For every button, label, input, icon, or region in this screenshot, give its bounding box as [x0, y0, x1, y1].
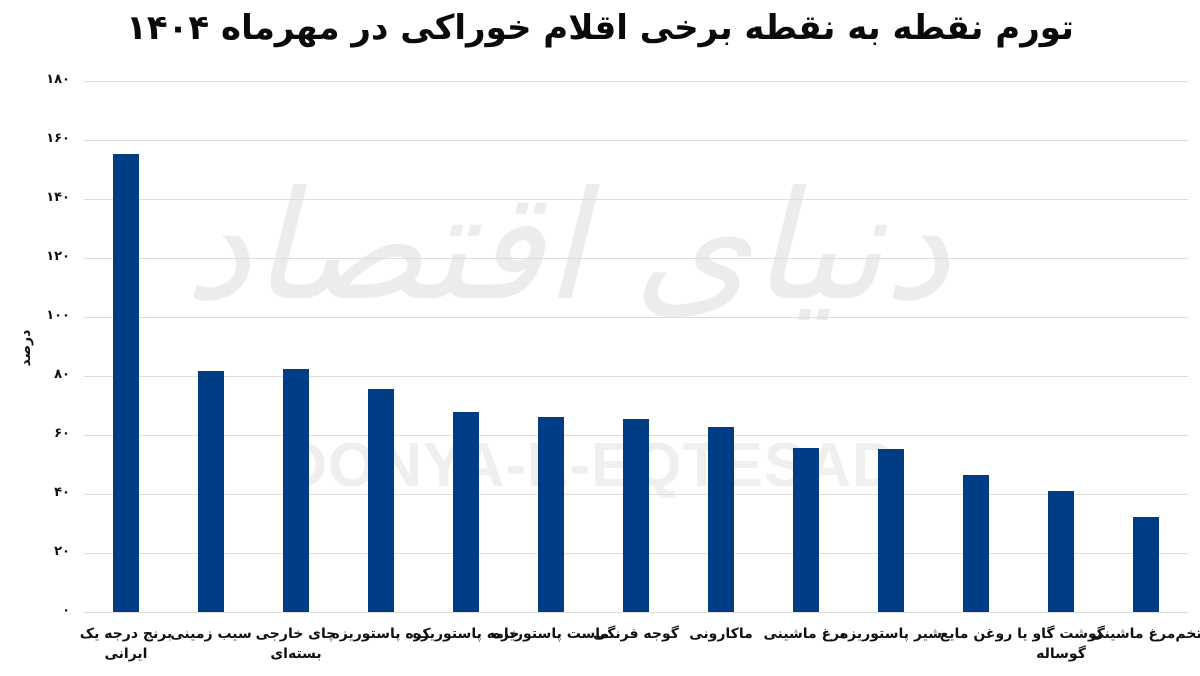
y-tick-label: ۱۴۰ [46, 190, 70, 205]
chart-title: تورم نقطه به نقطه برخی اقلام خوراکی در م… [126, 8, 1074, 48]
y-tick-label: ۴۰ [54, 485, 70, 500]
bar [963, 474, 989, 612]
bar [1048, 490, 1074, 612]
y-tick-label: ۱۶۰ [46, 131, 70, 146]
x-tick-label: چای خارجی بسته‌ای [255, 626, 337, 662]
y-tick-label: ۶۰ [54, 426, 70, 441]
gridline [84, 612, 1188, 613]
x-tick-label: شیر پاستوریزه [839, 626, 943, 642]
gridline [84, 258, 1188, 259]
bar [283, 368, 309, 612]
watermark-persian: دنیای اقتصاد [184, 160, 950, 334]
bar [793, 447, 819, 612]
bar [623, 419, 649, 612]
bar [113, 153, 139, 612]
x-tick-label: گوشت گاو یا گوساله [1017, 626, 1105, 662]
bar [198, 370, 224, 612]
bar [708, 427, 734, 612]
y-tick-label: ۲۰ [54, 544, 70, 559]
bar [368, 388, 394, 612]
x-tick-label: تخم‌مرغ ماشینی [1090, 626, 1200, 642]
x-tick-label: روغن مایع [939, 626, 1013, 642]
y-tick-label: ۱۲۰ [46, 249, 70, 264]
gridline [84, 140, 1188, 141]
bar [878, 449, 904, 612]
x-tick-label: ماست پاستوریزه [492, 626, 610, 642]
x-tick-label: گوجه فرنگی [593, 626, 679, 642]
x-tick-label: سیب زمینی [170, 626, 252, 642]
gridline [84, 199, 1188, 200]
x-tick-label: مرغ ماشینی [763, 626, 849, 642]
bar [538, 416, 564, 612]
y-tick-label: ۱۸۰ [46, 72, 70, 87]
x-tick-label: برنج درجه یک ایرانی [79, 626, 173, 662]
x-tick-label: خامه پاستوریزه [412, 626, 520, 642]
bar [453, 411, 479, 612]
x-tick-label: ماکارونی [689, 626, 753, 642]
y-tick-label: ۱۰۰ [46, 308, 70, 323]
y-tick-label: ۰ [62, 603, 70, 618]
gridline [84, 317, 1188, 318]
y-axis-label: درصد [18, 329, 34, 367]
bar [1133, 516, 1159, 612]
y-tick-label: ۸۰ [54, 367, 70, 382]
gridline [84, 81, 1188, 82]
gridline [84, 376, 1188, 377]
x-tick-label: کره پاستوریزه [331, 626, 431, 642]
